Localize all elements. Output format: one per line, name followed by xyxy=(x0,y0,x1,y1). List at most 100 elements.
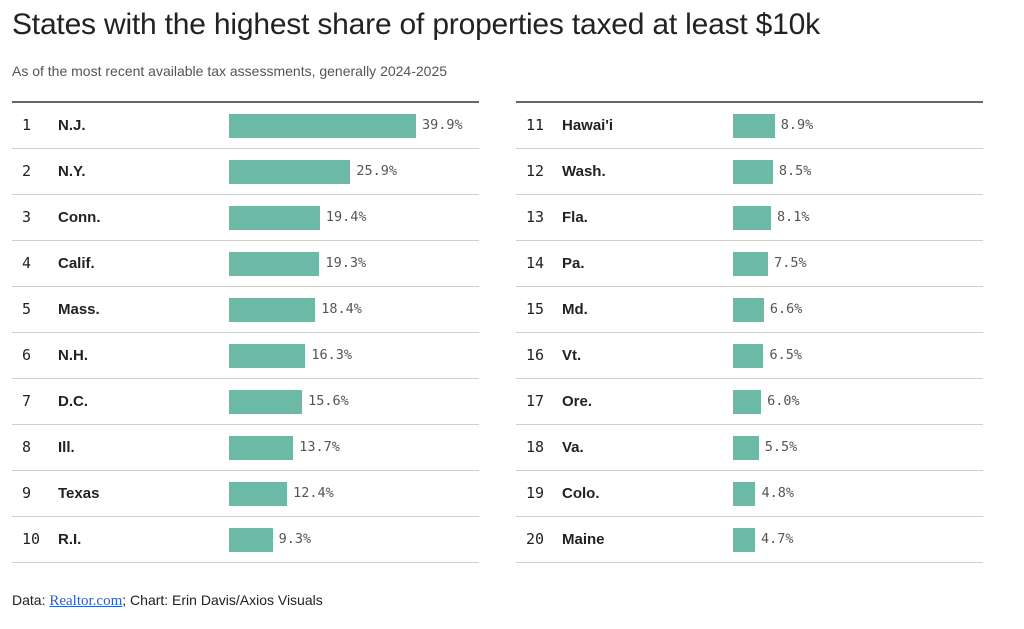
state-label: Wash. xyxy=(562,163,606,180)
rank-label: 9 xyxy=(22,484,32,502)
bar xyxy=(733,252,769,276)
rank-label: 15 xyxy=(526,300,545,318)
value-label: 6.0% xyxy=(767,393,800,409)
state-label: D.C. xyxy=(58,393,88,410)
bar xyxy=(733,436,759,460)
chart-row: 19 Colo. 4.8% xyxy=(516,471,983,517)
ranking-column-left: 1 N.J. 39.9% 2 N.Y. 25.9% 3 Conn. 19.4% 4 Calif. 19… xyxy=(12,101,479,563)
bar xyxy=(733,160,773,184)
ranking-column-right: 11 Hawai'i 8.9% 12 Wash. 8.5% 13 Fla. 8.1% 14 Pa. 7… xyxy=(516,101,983,563)
bar xyxy=(733,206,771,230)
value-label: 9.3% xyxy=(278,531,312,547)
chart-row: 9 Texas 12.4% xyxy=(12,471,479,517)
state-label: Mass. xyxy=(58,301,100,318)
state-label: Texas xyxy=(58,485,100,502)
chart-row: 20 Maine 4.7% xyxy=(516,517,983,563)
state-label: Colo. xyxy=(562,485,600,502)
value-label: 4.8% xyxy=(761,485,794,501)
rank-label: 1 xyxy=(22,116,32,134)
bar xyxy=(229,114,416,138)
bar xyxy=(229,528,273,552)
chart-row: 15 Md. 6.6% xyxy=(516,287,983,333)
rank-label: 8 xyxy=(22,438,32,456)
rank-label: 19 xyxy=(526,484,545,502)
rank-label: 14 xyxy=(526,254,545,272)
state-label: Calif. xyxy=(58,255,95,272)
rank-label: 2 xyxy=(22,162,32,180)
state-label: R.I. xyxy=(58,531,82,548)
state-label: Hawai'i xyxy=(562,117,614,134)
chart-row: 18 Va. 5.5% xyxy=(516,425,983,471)
state-label: Ill. xyxy=(58,439,75,456)
rank-label: 3 xyxy=(22,208,32,226)
state-label: Ore. xyxy=(562,393,593,410)
bar xyxy=(229,344,306,368)
bar xyxy=(229,252,320,276)
footer-credit: ; Chart: Erin Davis/Axios Visuals xyxy=(122,592,323,608)
rank-label: 20 xyxy=(526,530,545,548)
value-label: 7.5% xyxy=(774,255,807,271)
chart-row: 5 Mass. 18.4% xyxy=(12,287,479,333)
value-label: 6.6% xyxy=(769,301,803,317)
state-label: N.Y. xyxy=(58,163,86,180)
value-label: 12.4% xyxy=(293,485,334,501)
chart-row: 11 Hawai'i 8.9% xyxy=(516,103,983,149)
value-label: 16.3% xyxy=(311,347,353,363)
value-label: 13.7% xyxy=(299,439,340,455)
rank-label: 13 xyxy=(526,208,545,226)
chart-row: 3 Conn. 19.4% xyxy=(12,195,479,241)
state-label: N.J. xyxy=(58,117,86,134)
state-label: Conn. xyxy=(58,209,101,226)
chart-row: 6 N.H. 16.3% xyxy=(12,333,479,379)
chart-subtitle: As of the most recent available tax asse… xyxy=(12,63,448,79)
chart-row: 13 Fla. 8.1% xyxy=(516,195,983,241)
rank-label: 6 xyxy=(22,346,32,364)
chart-row: 8 Ill. 13.7% xyxy=(12,425,479,471)
chart-row: 17 Ore. 6.0% xyxy=(516,379,983,425)
footer-prefix: Data: xyxy=(12,592,50,608)
rank-label: 4 xyxy=(22,254,32,272)
chart-row: 16 Vt. 6.5% xyxy=(516,333,983,379)
value-label: 8.1% xyxy=(776,209,810,225)
value-label: 15.6% xyxy=(308,393,349,409)
chart-row: 2 N.Y. 25.9% xyxy=(12,149,479,195)
chart-row: 7 D.C. 15.6% xyxy=(12,379,479,425)
bar xyxy=(229,482,288,506)
rank-label: 16 xyxy=(526,346,545,364)
rank-label: 5 xyxy=(22,300,32,318)
state-label: Pa. xyxy=(562,255,585,272)
bar xyxy=(733,390,762,414)
bar xyxy=(229,160,351,184)
state-label: Vt. xyxy=(562,347,582,364)
value-label: 5.5% xyxy=(764,439,798,455)
bar xyxy=(733,528,756,552)
source-link[interactable]: Realtor.com xyxy=(49,593,123,609)
value-label: 8.5% xyxy=(778,163,812,179)
state-label: Fla. xyxy=(562,209,588,226)
chart-row: 14 Pa. 7.5% xyxy=(516,241,983,287)
bar xyxy=(229,390,303,414)
chart-row: 10 R.I. 9.3% xyxy=(12,517,479,563)
value-label: 18.4% xyxy=(321,301,362,317)
rank-label: 18 xyxy=(526,438,545,456)
state-label: Maine xyxy=(562,531,605,548)
chart-row: 4 Calif. 19.3% xyxy=(12,241,479,287)
rank-label: 10 xyxy=(22,530,41,548)
value-label: 4.7% xyxy=(761,531,794,547)
bar xyxy=(229,206,320,230)
bar xyxy=(733,298,764,322)
chart-row: 12 Wash. 8.5% xyxy=(516,149,983,195)
rank-label: 7 xyxy=(22,392,32,410)
rank-label: 17 xyxy=(526,392,545,410)
rank-label: 11 xyxy=(526,116,545,134)
state-label: N.H. xyxy=(58,347,88,364)
bar xyxy=(229,436,294,460)
chart-footer: Data: Realtor.com; Chart: Erin Davis/Axi… xyxy=(12,592,323,610)
chart-row: 1 N.J. 39.9% xyxy=(12,103,479,149)
value-label: 6.5% xyxy=(769,347,802,363)
value-label: 19.3% xyxy=(325,255,367,271)
value-label: 39.9% xyxy=(422,117,463,133)
bar xyxy=(733,114,775,138)
value-label: 8.9% xyxy=(780,117,814,133)
bar xyxy=(229,298,316,322)
